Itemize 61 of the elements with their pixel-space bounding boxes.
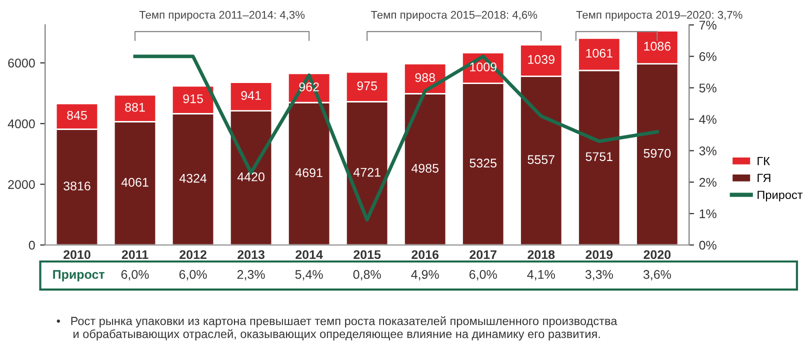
x-tick-label: 2020 [644,250,671,260]
data-label: 3816 [64,182,90,190]
data-label: 881 [125,102,145,112]
x-tick-label: 2018 [528,250,555,260]
y-tick-label: 2000 [8,180,35,189]
data-label: 5970 [644,148,671,158]
x-tick-label: 2011 [122,250,148,260]
x-tick-label: 2016 [412,250,439,260]
data-label: 5,4% [295,270,323,280]
x-tick-label: 2015 [354,250,381,260]
data-label: 3,6% [643,270,671,280]
x-tick-label: 2019 [586,250,613,260]
x-tick-label: 2014 [296,250,323,260]
data-label: 4985 [411,164,438,173]
data-label: 6,0% [470,270,497,280]
x-tick-label: 2017 [470,250,496,260]
y2-tick-label: 0% [699,240,716,250]
data-label: 915 [183,94,203,104]
data-label: 4691 [295,168,322,178]
text: Прирост [53,270,104,282]
y2-tick-label: 7% [699,20,716,30]
x-tick-label: 2010 [64,250,90,260]
y2-tick-label: 3% [699,146,716,156]
data-label: 941 [241,91,261,100]
y2-tick-label: 2% [699,178,716,187]
data-label: 0,8% [353,270,381,280]
data-label: 6,0% [121,270,149,280]
y2-tick-label: 5% [699,84,716,92]
text: Темп прироста 2019–2020: 3,7% [576,10,742,21]
legend-label: Прирост [758,190,803,202]
y-tick-label: 0 [28,240,35,250]
data-label: 5557 [528,155,554,164]
data-label: 2,3% [237,270,265,280]
y-tick-label: 6000 [8,58,35,68]
data-label: 5325 [470,158,496,168]
data-label: 4324 [179,174,207,183]
legend-label: ГК [758,156,770,166]
text: Темп прироста 2015–2018: 4,6% [370,10,538,21]
text: • Рост рынка упаковки из картона превышает темп роста показателей промышленного производства и обрабатывающих отраслей, оказывающих определяющее влияние на динамику его развития. [56,316,618,340]
data-label: 1061 [586,48,612,58]
data-label: 975 [357,81,377,90]
data-label: 6,0% [179,270,207,280]
data-label: 4420 [237,172,264,182]
x-tick-label: 2013 [238,250,264,260]
data-label: 3,3% [585,270,613,280]
y2-tick-label: 4% [699,115,716,124]
legend-label: ГЯ [758,174,770,182]
data-label: 4,1% [527,270,555,280]
data-label: 1086 [644,42,671,51]
data-label: 4721 [353,168,380,177]
data-label: 1039 [528,55,554,64]
data-label: 4,9% [411,270,439,280]
data-label: 988 [415,73,435,82]
data-label: 845 [67,110,87,120]
data-label: 5751 [586,152,612,162]
y2-tick-label: 1% [700,209,716,218]
text: Темп прироста 2011–2014: 4,3% [139,10,305,21]
y2-tick-label: 6% [699,52,716,62]
y-tick-label: 4000 [8,119,35,128]
data-label: 4061 [121,178,148,187]
x-tick-label: 2012 [180,250,206,260]
